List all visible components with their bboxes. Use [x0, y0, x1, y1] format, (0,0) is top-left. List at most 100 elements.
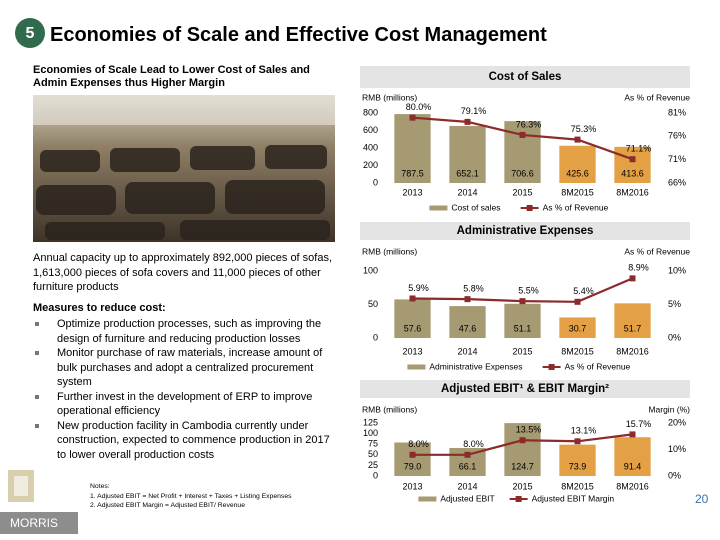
legend-swatch: [407, 364, 426, 370]
line-value-label: 5.5%: [518, 286, 539, 296]
line-value-label: 5.9%: [408, 283, 429, 293]
bar: [614, 146, 651, 183]
y2-tick-label: 0%: [668, 332, 681, 342]
slide-subtitle: Economies of Scale Lead to Lower Cost of…: [33, 64, 310, 89]
y-axis-label: RMB (millions): [362, 404, 417, 414]
line-value-label: 5.8%: [463, 284, 484, 294]
line-marker: [409, 114, 416, 121]
notes: Notes: 1. Adjusted EBIT = Net Profit + I…: [90, 482, 360, 511]
bar: [614, 437, 651, 476]
measure: New production facility in Cambodia curr…: [33, 419, 338, 463]
line-value-label: 13.1%: [571, 426, 597, 436]
bar: [504, 303, 541, 338]
measure: Further invest in the development of ERP…: [33, 390, 338, 419]
y2-tick-label: 76%: [668, 131, 686, 141]
bar-value-label: 706.6: [511, 168, 534, 178]
y2-axis-label: As % of Revenue: [624, 246, 690, 256]
legend-label: Adjusted EBIT: [440, 493, 494, 503]
line-value-label: 8.9%: [628, 263, 649, 273]
legend-swatch: [526, 205, 533, 211]
bar-value-label: 91.4: [624, 461, 642, 471]
bar-value-label: 413.6: [621, 168, 644, 178]
line-marker: [519, 131, 526, 138]
x-tick-label: 2014: [457, 346, 477, 356]
y2-tick-label: 5%: [668, 299, 681, 309]
y-tick-label: 50: [368, 299, 378, 309]
line-value-label: 75.3%: [571, 124, 597, 134]
line-marker: [519, 437, 526, 444]
line-value-label: 8.0%: [408, 439, 429, 449]
line-value-label: 15.7%: [626, 419, 652, 429]
x-tick-label: 8M2016: [616, 481, 649, 491]
y-tick-label: 600: [363, 125, 378, 135]
measures-title: Measures to reduce cost:: [33, 302, 166, 314]
chart-title: Administrative Expenses: [457, 225, 594, 237]
x-tick-label: 2013: [402, 481, 422, 491]
x-tick-label: 2014: [457, 481, 477, 491]
measure: Monitor purchase of raw materials, incre…: [33, 346, 338, 390]
logo-text: MORRIS: [10, 516, 58, 530]
note: 1. Adjusted EBIT = Net Profit + Interest…: [90, 492, 292, 500]
bar: [394, 442, 431, 476]
section-number: 5: [26, 25, 35, 42]
y2-tick-label: 71%: [668, 154, 686, 164]
bar-value-label: 66.1: [459, 461, 477, 471]
y-tick-label: 50: [368, 449, 378, 459]
y2-tick-label: 10%: [668, 444, 686, 454]
line-value-label: 8.0%: [463, 439, 484, 449]
bar-value-label: 79.0: [404, 461, 422, 471]
page-number: 20: [695, 492, 709, 506]
bar-value-label: 51.7: [624, 323, 642, 333]
y-tick-label: 125: [363, 417, 378, 427]
bar: [449, 306, 486, 338]
line-value-label: 80.0%: [406, 102, 432, 112]
y-tick-label: 200: [363, 160, 378, 170]
measure-text: Monitor purchase of raw materials, incre…: [57, 347, 323, 388]
line-marker: [629, 156, 636, 163]
section-badge: [15, 18, 45, 48]
x-tick-label: 8M2015: [561, 187, 594, 197]
bar: [559, 145, 596, 183]
y-tick-label: 100: [363, 265, 378, 275]
x-tick-label: 2013: [402, 187, 422, 197]
y2-tick-label: 0%: [668, 470, 681, 480]
line-marker: [464, 451, 471, 458]
charts: Cost of Sales RMB (millions) As % of Reven…: [360, 66, 690, 503]
y2-tick-label: 10%: [668, 265, 686, 275]
line-value-label: 79.1%: [461, 106, 487, 116]
x-tick-label: 2014: [457, 187, 477, 197]
x-tick-label: 2015: [512, 187, 532, 197]
note: 2. Adjusted EBIT Margin = Adjusted EBIT/…: [90, 502, 245, 509]
measures-list: Optimize production processes, such as i…: [33, 317, 338, 462]
y2-tick-label: 66%: [668, 177, 686, 187]
x-tick-label: 2013: [402, 346, 422, 356]
y2-tick-label: 81%: [668, 107, 686, 117]
bar-value-label: 47.6: [459, 323, 477, 333]
chart-title: Cost of Sales: [489, 71, 562, 83]
bar-value-label: 652.1: [456, 168, 479, 178]
y2-axis-label: Margin (%): [648, 404, 690, 414]
measure-text: Further invest in the development of ERP…: [57, 390, 313, 418]
x-tick-label: 2015: [512, 481, 532, 491]
line-marker: [464, 118, 471, 125]
bar-value-label: 124.7: [511, 461, 534, 471]
line-marker: [574, 438, 581, 445]
factory-photo: [33, 95, 335, 242]
bar-value-label: 787.5: [401, 168, 424, 178]
line-marker: [409, 295, 416, 302]
y2-axis-label: As % of Revenue: [624, 92, 690, 102]
legend-swatch: [429, 205, 448, 211]
y-tick-label: 800: [363, 107, 378, 117]
bar-value-label: 30.7: [569, 323, 587, 333]
line-value-label: 76.3%: [516, 119, 542, 129]
y-tick-label: 0: [373, 332, 378, 342]
y-tick-label: 400: [363, 142, 378, 152]
y-tick-label: 75: [368, 439, 378, 449]
legend-swatch: [548, 364, 555, 370]
legend-swatch: [515, 496, 522, 502]
x-tick-label: 8M2015: [561, 481, 594, 491]
legend-label: Cost of sales: [451, 202, 500, 212]
line-value-label: 5.4%: [573, 286, 594, 296]
line-marker: [629, 431, 636, 438]
bar: [449, 125, 486, 183]
